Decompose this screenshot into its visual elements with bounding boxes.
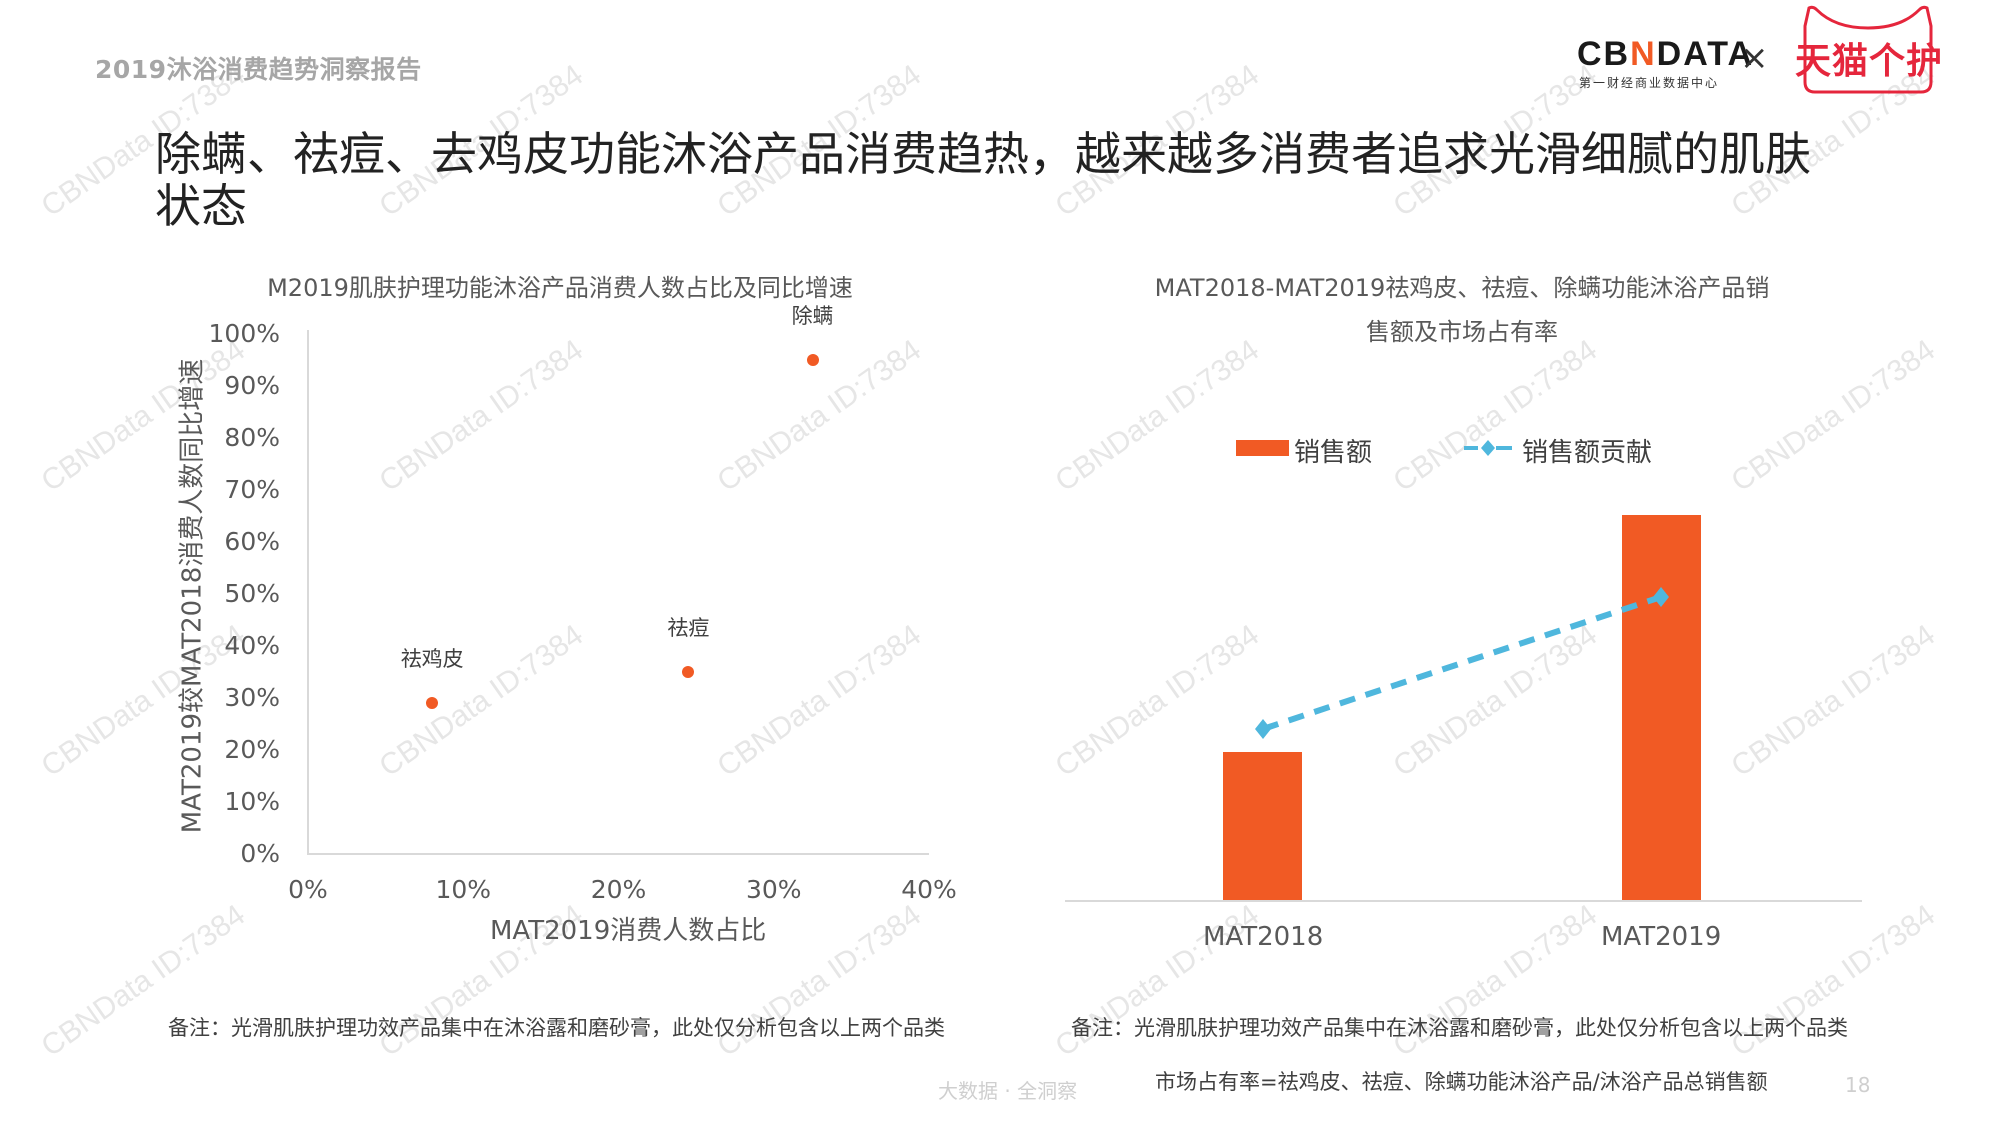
y-axis-line bbox=[307, 330, 309, 854]
bar-mat2018 bbox=[1223, 752, 1302, 900]
report-title: 2019沐浴消费趋势洞察报告 bbox=[95, 55, 422, 84]
market-share-definition-note: 市场占有率=祛鸡皮、祛痘、除螨功能沐浴产品/沐浴产品总销售额 bbox=[1155, 1070, 1768, 1094]
x-tick-label: 20% bbox=[590, 875, 647, 904]
legend-line-diamond-icon bbox=[1464, 440, 1512, 456]
data-point bbox=[682, 666, 695, 678]
diamond-marker-mat2019 bbox=[1653, 587, 1669, 607]
category-label-mat2019: MAT2019 bbox=[1601, 922, 1722, 952]
bar-mat2019 bbox=[1622, 515, 1701, 900]
data-point bbox=[426, 697, 439, 710]
y-tick-label: 30% bbox=[224, 683, 280, 712]
page-title-line1: 除螨、祛痘、去鸡皮功能沐浴产品消费趋热，越来越多消费者追求光滑细腻的肌肤 bbox=[155, 127, 1811, 181]
x-tick-label: 0% bbox=[288, 875, 328, 904]
watermark-text: CBNData ID:7384 bbox=[373, 333, 590, 499]
tmall-logo-text: 天猫个护 bbox=[1795, 41, 1944, 82]
data-point bbox=[806, 354, 819, 366]
page-title-line2: 状态 bbox=[155, 179, 247, 233]
y-tick-label: 20% bbox=[224, 735, 280, 764]
data-point-label: 除螨 bbox=[791, 304, 834, 328]
data-point-label: 祛痘 bbox=[667, 616, 710, 640]
x-tick-label: 40% bbox=[901, 875, 957, 904]
cbndata-logo-subtitle: 第一财经商业数据中心 bbox=[1579, 76, 1720, 90]
legend-bar-swatch bbox=[1236, 440, 1289, 456]
bar-chart-title-line1: MAT2018-MAT2019祛鸡皮、祛痘、除螨功能沐浴产品销 bbox=[1154, 274, 1770, 302]
tmall-cat-head-icon bbox=[1803, 5, 1933, 94]
y-tick-label: 80% bbox=[224, 423, 280, 452]
x-tick-label: 10% bbox=[435, 875, 492, 904]
right-chart-note: 备注：光滑肌肤护理功效产品集中在沐浴露和磨砂膏，此处仅分析包含以上两个品类 bbox=[1071, 1016, 1848, 1040]
y-tick-label: 70% bbox=[224, 475, 280, 504]
y-tick-label: 0% bbox=[240, 839, 280, 868]
y-tick-label: 40% bbox=[224, 631, 280, 660]
y-tick-label: 50% bbox=[224, 579, 280, 608]
bar-chart-baseline bbox=[1065, 900, 1862, 902]
cbndata-logo: CBNDATA bbox=[1577, 36, 1754, 72]
watermark-text: CBNData ID:7384 bbox=[1387, 333, 1604, 499]
category-label-mat2018: MAT2018 bbox=[1203, 922, 1324, 952]
watermark-text: CBNData ID:7384 bbox=[1725, 618, 1942, 784]
bar-chart-title-line2: 售额及市场占有率 bbox=[1366, 318, 1558, 346]
y-tick-label: 60% bbox=[224, 527, 280, 556]
legend-contribution-label: 销售额贡献 bbox=[1522, 438, 1653, 468]
x-axis-line bbox=[307, 853, 929, 855]
watermark-text: CBNData ID:7384 bbox=[1725, 333, 1942, 499]
left-chart-note: 备注：光滑肌肤护理功效产品集中在沐浴露和磨砂膏，此处仅分析包含以上两个品类 bbox=[168, 1016, 945, 1040]
y-tick-label: 100% bbox=[208, 319, 280, 348]
scatter-chart-title: M2019肌肤护理功能沐浴产品消费人数占比及同比增速 bbox=[267, 274, 853, 302]
logo-suffix: DATA bbox=[1656, 35, 1755, 73]
footer-slogan: 大数据 · 全洞察 bbox=[938, 1079, 1078, 1103]
y-tick-label: 90% bbox=[224, 371, 280, 400]
data-point-label: 祛鸡皮 bbox=[400, 647, 464, 672]
page-title: 除螨、祛痘、去鸡皮功能沐浴产品消费趋热，越来越多消费者追求光滑细腻的肌肤 状态 bbox=[155, 128, 1855, 232]
logo-separator-icon: × bbox=[1740, 38, 1769, 78]
page-number: 18 bbox=[1845, 1073, 1871, 1097]
watermark-text: CBNData ID:7384 bbox=[711, 333, 928, 499]
logo-mark: N bbox=[1630, 35, 1657, 73]
x-axis-title: MAT2019消费人数占比 bbox=[490, 916, 767, 946]
watermark-text: CBNData ID:7384 bbox=[711, 618, 928, 784]
diamond-marker-mat2018 bbox=[1255, 719, 1271, 739]
y-tick-label: 10% bbox=[224, 787, 280, 816]
logo-prefix: CB bbox=[1577, 35, 1631, 73]
legend-sales-label: 销售额 bbox=[1294, 438, 1373, 468]
x-tick-label: 30% bbox=[745, 875, 802, 904]
watermark-text: CBNData ID:7384 bbox=[1049, 333, 1266, 499]
contribution-line bbox=[1255, 587, 1669, 739]
